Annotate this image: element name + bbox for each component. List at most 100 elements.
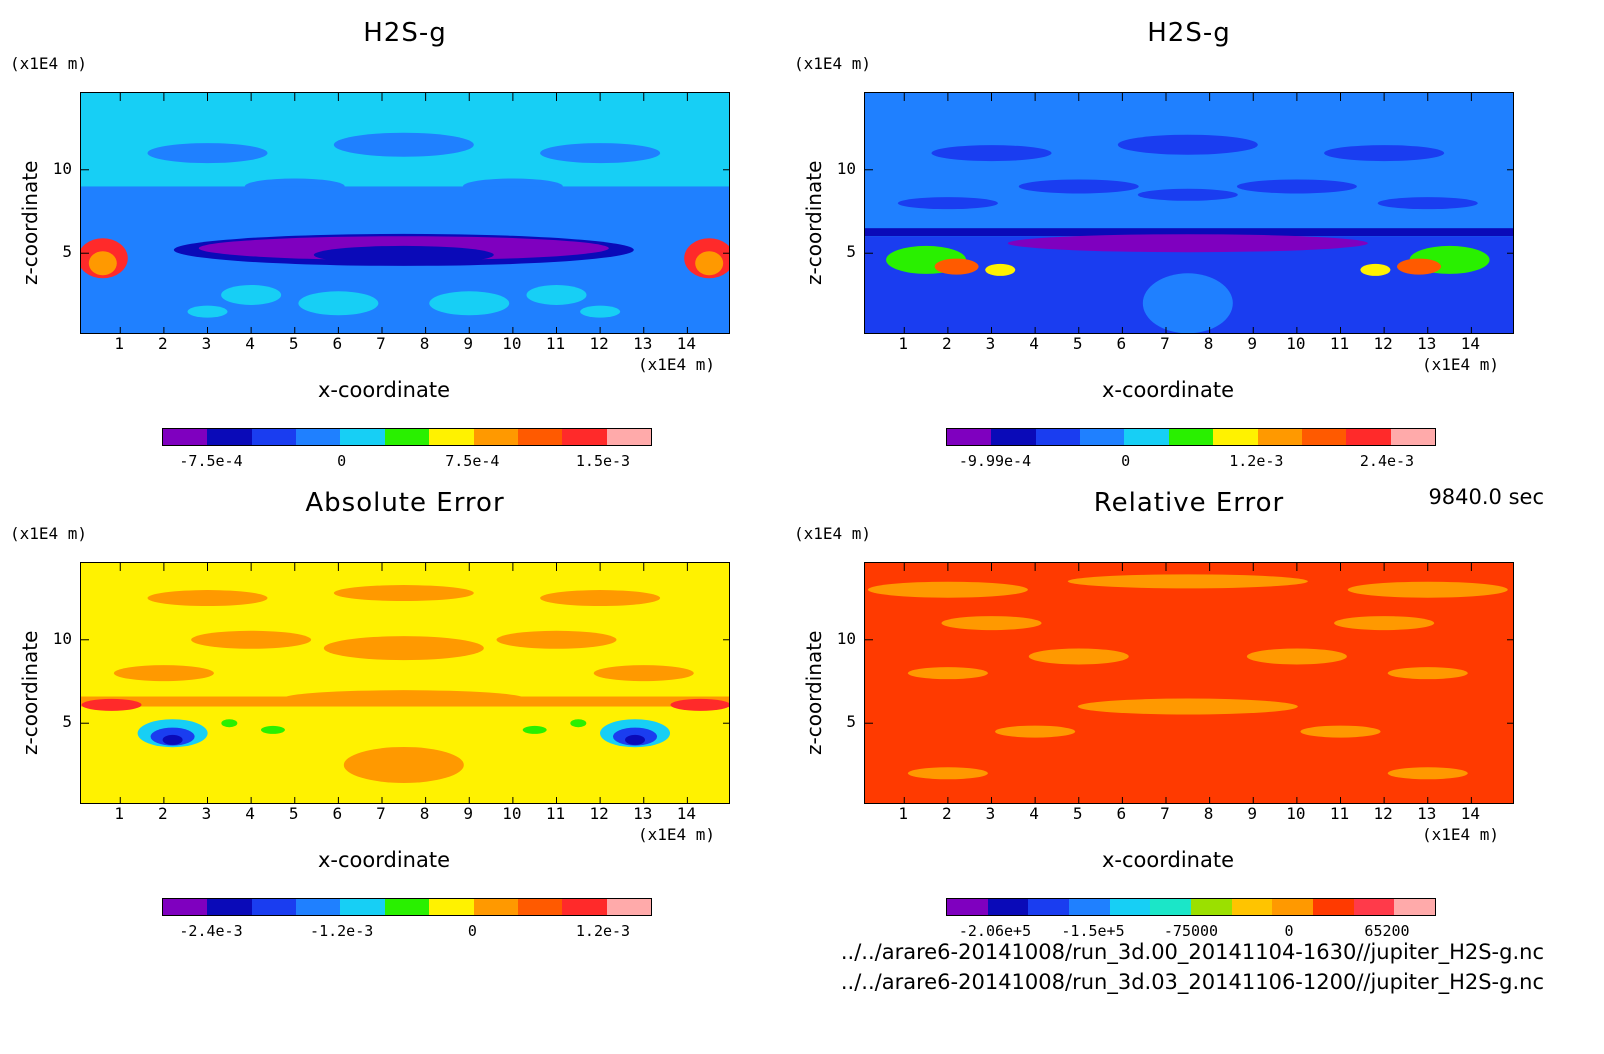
- y-tick-label: 5: [846, 712, 856, 732]
- x-tick-label: 4: [245, 804, 255, 823]
- x-tick-label: 3: [985, 334, 996, 353]
- heatmap-plot: [80, 92, 730, 334]
- field-contour: [931, 145, 1052, 162]
- x-tick-label: 7: [1160, 804, 1170, 823]
- x-tick-label: 12: [589, 804, 609, 823]
- colorbar: [946, 898, 1436, 916]
- x-tick-label: 11: [1329, 334, 1350, 353]
- field-contour: [570, 719, 587, 728]
- field-contour: [540, 143, 661, 164]
- colorbar-segment: [296, 899, 341, 915]
- x-tick-label: 5: [288, 334, 299, 353]
- field-contour: [496, 630, 617, 649]
- x-tick-label: 7: [376, 804, 386, 823]
- field-contour: [1246, 648, 1347, 665]
- colorbar-segment: [517, 429, 563, 445]
- field-contour: [1018, 179, 1139, 194]
- heatmap-canvas: [81, 93, 729, 333]
- colorbar-label: 0: [337, 452, 347, 470]
- heatmap-canvas: [865, 563, 1513, 803]
- x-tick-label: 9: [1247, 804, 1258, 823]
- field-contour: [625, 734, 646, 745]
- colorbar-segment: [1394, 899, 1436, 915]
- x-tick-label: 14: [1460, 804, 1480, 823]
- x-tick-label: 5: [1072, 804, 1083, 823]
- colorbar-segment: [1231, 899, 1273, 915]
- field-contour: [1387, 767, 1468, 780]
- panel-bottom-right: Relative Error (x1E4 m) z-coordinate (x1E4 …: [784, 470, 1564, 960]
- colorbar-segment: [1346, 429, 1391, 445]
- colorbar-segment: [562, 899, 607, 915]
- panel-top-right: H2S-g (x1E4 m) z-coordinate (x1E4 m) x-coord…: [784, 0, 1564, 490]
- x-tick-label: 14: [676, 334, 696, 353]
- x-tick-label: 2: [942, 804, 952, 823]
- colorbar-label: 1.2e-3: [1229, 452, 1284, 470]
- x-tick-label: 2: [158, 804, 168, 823]
- x-tick-label: 1: [114, 804, 125, 823]
- colorbar-segment: [1272, 899, 1314, 915]
- colorbar-segment: [207, 899, 252, 915]
- field-contour: [995, 725, 1076, 738]
- x-tick-label: 8: [419, 334, 430, 353]
- x-tick-label: 13: [1417, 334, 1437, 353]
- x-tick-label: 4: [1029, 334, 1039, 353]
- colorbar-segment: [562, 429, 607, 445]
- heatmap-plot: [864, 92, 1514, 334]
- colorbar-label: 0: [467, 922, 477, 940]
- colorbar-segment: [1257, 429, 1302, 445]
- x-tick-label: 4: [245, 334, 255, 353]
- field-contour: [522, 725, 547, 734]
- x-tick-label: 11: [545, 804, 566, 823]
- field-contour: [187, 305, 228, 318]
- x-tick-label: 10: [1286, 334, 1306, 353]
- colorbar-segment: [340, 429, 385, 445]
- field-contour: [333, 585, 474, 602]
- colorbar-label: -9.99e-4: [958, 452, 1032, 470]
- x-tick-label: 3: [985, 804, 996, 823]
- y-tick-label: 10: [52, 628, 72, 648]
- colorbar-segment: [207, 429, 252, 445]
- colorbar-segment: [1390, 429, 1435, 445]
- time-label: 9840.0 sec: [1428, 485, 1544, 509]
- field-contour: [934, 258, 979, 275]
- colorbar-segment: [1213, 429, 1258, 445]
- colorbar-segment: [1301, 429, 1347, 445]
- file-path-1: ../../arare6-20141008/run_3d.00_20141104…: [840, 940, 1544, 964]
- x-tick-label: 2: [158, 334, 168, 353]
- x-tick-label: 12: [1373, 334, 1393, 353]
- chart-title: Absolute Error: [305, 488, 505, 518]
- x-tick-label: 9: [463, 804, 474, 823]
- y-tick-label: 10: [836, 158, 856, 178]
- heatmap-plot: [80, 562, 730, 804]
- field-contour: [1142, 273, 1233, 333]
- heatmap-canvas: [865, 93, 1513, 333]
- colorbar-segment: [606, 899, 651, 915]
- field-contour: [1137, 188, 1238, 201]
- colorbar-label: -2.4e-3: [179, 922, 243, 940]
- y-axis-unit: (x1E4 m): [794, 54, 872, 73]
- colorbar-segment: [1109, 899, 1151, 915]
- colorbar-segment: [1313, 899, 1354, 915]
- colorbar-segment: [1124, 429, 1169, 445]
- x-tick-label: 6: [332, 804, 343, 823]
- x-tick-label: 7: [376, 334, 386, 353]
- x-axis-unit: (x1E4 m): [638, 355, 716, 374]
- colorbar-label: 65200: [1364, 922, 1410, 940]
- x-tick-label: 13: [633, 334, 653, 353]
- y-axis-unit: (x1E4 m): [794, 524, 872, 543]
- field-contour: [313, 245, 494, 264]
- x-tick-label: 6: [1116, 334, 1127, 353]
- colorbar-label: 2.4e-3: [1359, 452, 1415, 470]
- field-contour: [147, 143, 268, 164]
- x-axis-unit: (x1E4 m): [638, 825, 716, 844]
- x-tick-label: 1: [898, 334, 909, 353]
- field-contour: [1347, 581, 1508, 598]
- y-tick-label: 5: [846, 242, 856, 262]
- colorbar-label: 0: [1284, 922, 1294, 940]
- field-contour: [343, 746, 464, 783]
- x-axis-label: x-coordinate: [318, 378, 451, 402]
- field-contour: [1007, 234, 1368, 253]
- chart-title: Relative Error: [1093, 488, 1285, 518]
- field-contour: [147, 590, 268, 607]
- colorbar-segment: [1353, 899, 1395, 915]
